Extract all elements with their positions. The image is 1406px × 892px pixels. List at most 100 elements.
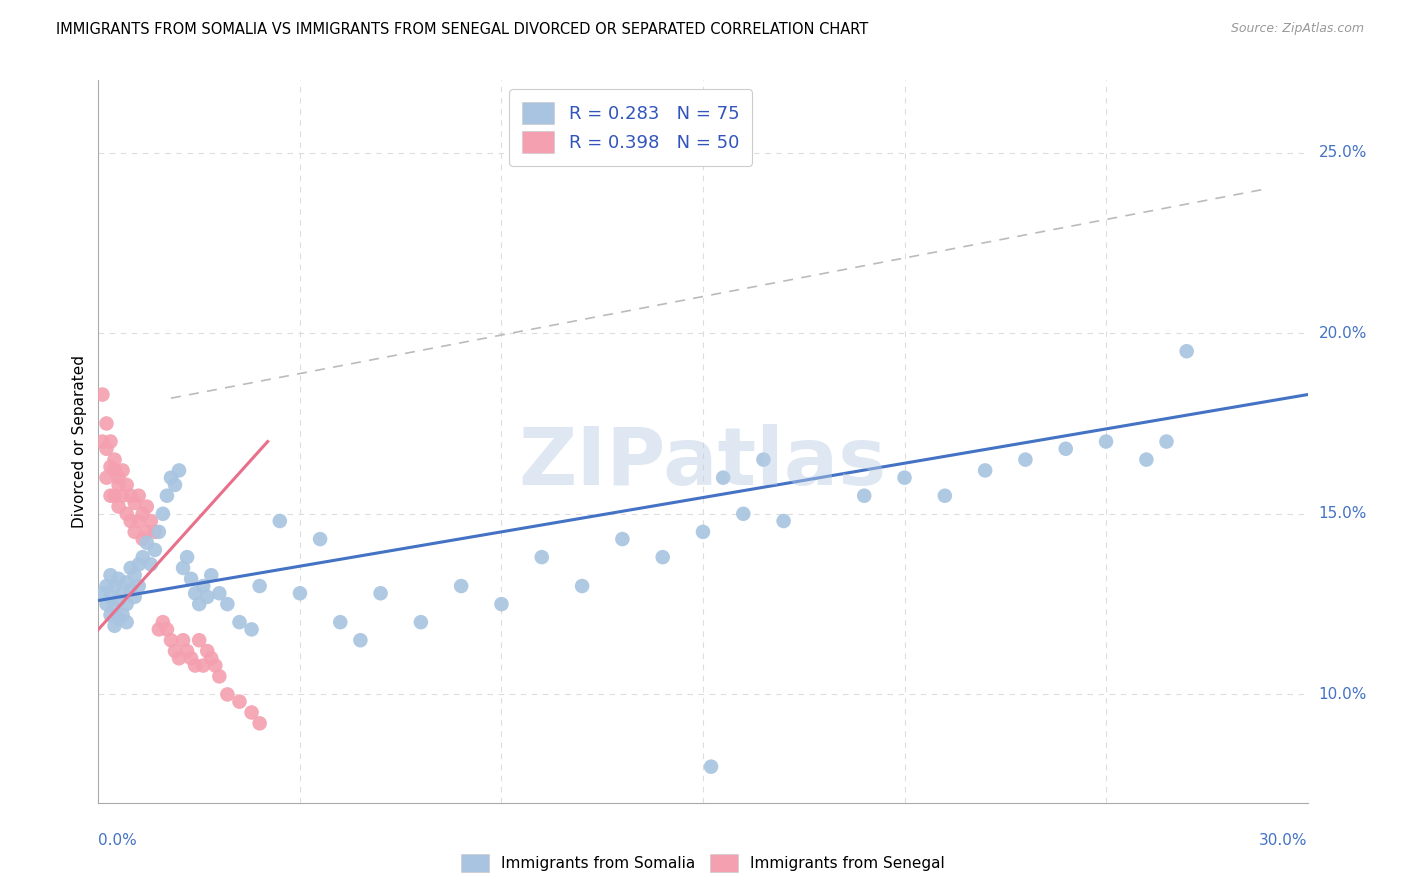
Point — [103, 619, 125, 633]
Point — [120, 514, 142, 528]
Text: IMMIGRANTS FROM SOMALIA VS IMMIGRANTS FROM SENEGAL DIVORCED OR SEPARATED CORRELA: IMMIGRANTS FROM SOMALIA VS IMMIGRANTS FR… — [56, 22, 869, 37]
Point — [228, 615, 250, 630]
Point — [148, 524, 170, 539]
Point — [409, 615, 432, 630]
Point — [208, 586, 231, 600]
Point — [217, 687, 239, 701]
Text: 25.0%: 25.0% — [1319, 145, 1367, 160]
Point — [100, 489, 122, 503]
Point — [491, 597, 513, 611]
Point — [107, 593, 129, 607]
Point — [571, 579, 593, 593]
Point — [240, 706, 263, 720]
Point — [107, 471, 129, 485]
Point — [612, 532, 634, 546]
Point — [148, 623, 170, 637]
Point — [176, 550, 198, 565]
Point — [163, 644, 186, 658]
Point — [172, 633, 194, 648]
Point — [204, 658, 226, 673]
Point — [180, 572, 202, 586]
Point — [156, 489, 179, 503]
Point — [160, 633, 183, 648]
Point — [96, 471, 118, 485]
Point — [96, 597, 118, 611]
Text: 10.0%: 10.0% — [1319, 687, 1367, 702]
Point — [128, 489, 150, 503]
Point — [103, 489, 125, 503]
Point — [700, 760, 723, 774]
Point — [217, 597, 239, 611]
Text: 20.0%: 20.0% — [1319, 326, 1367, 341]
Point — [132, 507, 155, 521]
Point — [893, 471, 915, 485]
Point — [96, 442, 118, 456]
Point — [1175, 344, 1198, 359]
Point — [115, 597, 138, 611]
Point — [184, 586, 207, 600]
Point — [208, 669, 231, 683]
Text: Source: ZipAtlas.com: Source: ZipAtlas.com — [1230, 22, 1364, 36]
Point — [120, 582, 142, 597]
Point — [128, 514, 150, 528]
Text: ZIPatlas: ZIPatlas — [519, 425, 887, 502]
Point — [115, 615, 138, 630]
Point — [193, 579, 215, 593]
Point — [115, 507, 138, 521]
Point — [1095, 434, 1118, 449]
Y-axis label: Divorced or Separated: Divorced or Separated — [72, 355, 87, 528]
Point — [172, 561, 194, 575]
Legend: R = 0.283   N = 75, R = 0.398   N = 50: R = 0.283 N = 75, R = 0.398 N = 50 — [509, 89, 752, 166]
Point — [269, 514, 291, 528]
Point — [853, 489, 876, 503]
Point — [184, 658, 207, 673]
Point — [188, 597, 211, 611]
Point — [249, 716, 271, 731]
Point — [651, 550, 673, 565]
Point — [107, 611, 129, 625]
Point — [120, 561, 142, 575]
Point — [200, 651, 222, 665]
Point — [195, 644, 218, 658]
Point — [450, 579, 472, 593]
Point — [128, 558, 150, 572]
Text: 0.0%: 0.0% — [98, 833, 138, 848]
Point — [124, 568, 146, 582]
Point — [100, 434, 122, 449]
Point — [1135, 452, 1157, 467]
Point — [228, 695, 250, 709]
Point — [200, 568, 222, 582]
Point — [152, 507, 174, 521]
Point — [124, 496, 146, 510]
Point — [107, 478, 129, 492]
Point — [91, 387, 114, 401]
Point — [156, 623, 179, 637]
Point — [91, 586, 114, 600]
Point — [143, 524, 166, 539]
Point — [96, 417, 118, 431]
Point — [115, 575, 138, 590]
Point — [100, 607, 122, 622]
Point — [309, 532, 332, 546]
Point — [135, 535, 157, 549]
Point — [124, 590, 146, 604]
Point — [111, 607, 134, 622]
Point — [195, 590, 218, 604]
Point — [193, 658, 215, 673]
Point — [128, 579, 150, 593]
Point — [934, 489, 956, 503]
Point — [111, 463, 134, 477]
Point — [139, 514, 162, 528]
Point — [96, 579, 118, 593]
Point — [163, 478, 186, 492]
Point — [103, 600, 125, 615]
Point — [1156, 434, 1178, 449]
Point — [152, 615, 174, 630]
Point — [115, 478, 138, 492]
Text: 15.0%: 15.0% — [1319, 507, 1367, 521]
Point — [103, 579, 125, 593]
Point — [120, 489, 142, 503]
Point — [132, 532, 155, 546]
Text: 30.0%: 30.0% — [1260, 833, 1308, 848]
Point — [772, 514, 794, 528]
